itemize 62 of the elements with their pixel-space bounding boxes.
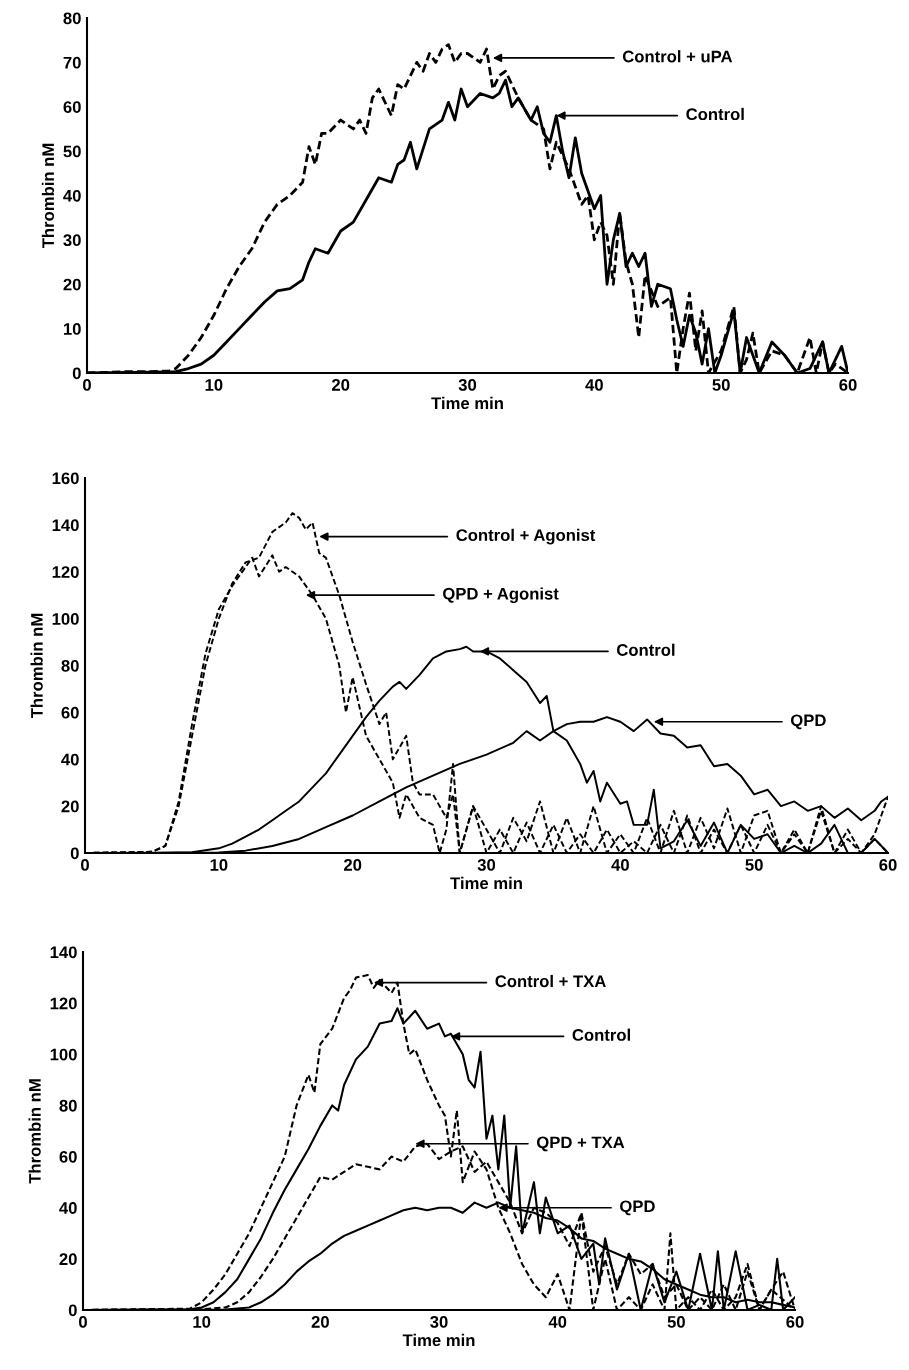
x-tick-label: 50	[712, 379, 730, 391]
y-tick-label: 80	[61, 659, 79, 672]
y-tick-label: 70	[63, 56, 81, 69]
x-tick-label: 10	[205, 379, 223, 391]
y-tick-label: 60	[61, 706, 79, 719]
x-tick-label: 40	[585, 379, 603, 391]
annotation: QPD	[790, 714, 826, 730]
x-tick-label: 40	[611, 859, 629, 871]
y-tick-label: 20	[61, 800, 79, 813]
y-tick-label: 40	[59, 1202, 77, 1214]
y-axis-title: Thrombin nM	[41, 143, 55, 249]
x-tick-label: 50	[745, 859, 763, 871]
y-axis-title: Thrombin nM	[30, 613, 43, 719]
y-tick-label: 40	[61, 753, 79, 766]
y-tick-label: 100	[52, 613, 79, 625]
annotation: QPD + TXA	[536, 1136, 625, 1152]
x-axis-title: Time min	[431, 396, 503, 410]
y-tick-label: 140	[52, 519, 79, 532]
x-tick-label: 30	[458, 379, 477, 391]
y-axis-title: Thrombin nM	[28, 1079, 41, 1184]
annotation: Control	[686, 107, 744, 121]
x-tick-label: 10	[210, 859, 228, 871]
x-tick-label: 20	[311, 1316, 329, 1328]
y-tick-label: 40	[63, 189, 81, 202]
y-tick-label: 60	[63, 101, 81, 113]
x-tick-label: 60	[879, 859, 897, 871]
y-tick-label: 120	[52, 566, 79, 578]
y-tick-label: 20	[63, 278, 81, 291]
x-tick-label: 30	[430, 1316, 448, 1328]
y-tick-label: 120	[50, 997, 77, 1010]
y-tick-label: 30	[63, 234, 81, 247]
x-tick-label: 10	[193, 1316, 211, 1328]
y-tick-label: 100	[50, 1048, 77, 1061]
annotation: Control + uPA	[622, 50, 733, 63]
y-tick-label: 0	[68, 1304, 77, 1317]
y-tick-label: 60	[59, 1150, 77, 1163]
y-tick-label: 0	[70, 847, 79, 860]
y-tick-label: 0	[72, 367, 81, 380]
x-tick-label: 50	[667, 1316, 685, 1328]
x-axis-title: Time min	[402, 1333, 475, 1347]
x-axis-title: Time min	[450, 876, 522, 890]
annotation: Control + Agonist	[456, 528, 596, 545]
y-tick-label: 80	[59, 1099, 77, 1112]
x-tick-label: 20	[331, 379, 350, 391]
annotation: QPD + Agonist	[443, 587, 559, 603]
annotation: Control	[617, 643, 675, 656]
annotation: Control + TXA	[495, 974, 606, 988]
x-tick-label: 60	[786, 1316, 804, 1328]
y-tick-label: 80	[63, 12, 81, 25]
x-tick-label: 60	[839, 379, 857, 391]
y-tick-label: 140	[50, 946, 77, 959]
y-tick-label: 160	[52, 472, 79, 485]
x-tick-label: 40	[548, 1316, 567, 1328]
y-tick-label: 20	[59, 1253, 77, 1266]
annotation: QPD	[620, 1200, 655, 1216]
annotation: Control	[572, 1028, 630, 1041]
x-tick-label: 0	[81, 859, 89, 871]
y-tick-label: 50	[63, 145, 81, 158]
y-tick-label: 10	[63, 323, 81, 335]
x-tick-label: 30	[477, 859, 496, 871]
x-tick-label: 0	[83, 379, 91, 391]
x-tick-label: 20	[343, 859, 362, 871]
